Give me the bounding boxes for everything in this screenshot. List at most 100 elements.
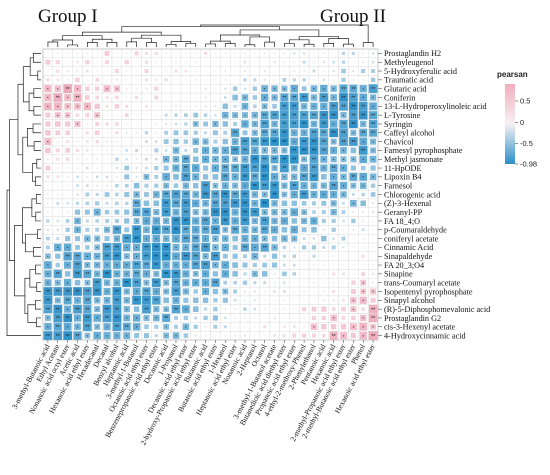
heatmap-cell (96, 70, 98, 72)
heatmap-cell (123, 253, 130, 260)
row-label: Isopentenyl pyrophosphate (384, 287, 473, 296)
heatmap-cell (213, 306, 218, 312)
significance-mark: * (47, 87, 49, 92)
heatmap-cell (260, 155, 269, 164)
heatmap-cell (56, 69, 60, 73)
heatmap-cell (282, 245, 287, 250)
heatmap-cell (349, 172, 358, 181)
significance-mark: * (274, 246, 276, 251)
heatmap-cell (115, 183, 119, 188)
heatmap-cell (66, 52, 69, 55)
heatmap-cell (240, 137, 250, 146)
significance-mark: ** (243, 140, 247, 146)
row-label: (R)-5-Diphosphomevalonic acid (384, 305, 490, 314)
heatmap-cell (84, 209, 90, 215)
column-dendrogram (47, 24, 374, 47)
heatmap-cell (64, 305, 72, 313)
significance-mark: * (224, 228, 226, 233)
significance-mark: * (224, 237, 226, 242)
heatmap-cell (143, 173, 150, 180)
legend-tick-label: -0.98 (520, 160, 537, 169)
heatmap-cell (263, 52, 266, 55)
significance-mark: * (362, 87, 364, 92)
heatmap-cell (96, 149, 98, 152)
heatmap-cell (116, 176, 118, 178)
heatmap-cell (163, 323, 170, 330)
heatmap-cell (65, 148, 70, 153)
heatmap-cell (85, 69, 89, 73)
heatmap-cell (221, 182, 229, 190)
significance-mark: ** (292, 113, 296, 119)
significance-mark: * (293, 166, 295, 171)
significance-mark: * (333, 210, 335, 215)
heatmap-cell (330, 94, 337, 101)
heatmap-cell (350, 289, 356, 294)
heatmap-cell (74, 120, 81, 127)
significance-mark: * (57, 281, 59, 286)
heatmap-cell (163, 279, 170, 286)
dendrogram-branch (25, 233, 38, 253)
heatmap-cell (63, 252, 72, 261)
heatmap-cell (241, 94, 249, 101)
heatmap-cell (240, 190, 250, 199)
heatmap-cell (66, 78, 69, 81)
heatmap-cell (271, 208, 278, 216)
heatmap-cell (281, 191, 288, 198)
significance-mark: ** (85, 290, 89, 296)
significance-mark: ** (115, 254, 119, 260)
significance-mark: * (106, 299, 108, 304)
heatmap-cell (280, 93, 289, 102)
significance-mark: * (155, 307, 157, 312)
heatmap-cell (301, 86, 307, 92)
significance-mark: ** (46, 334, 50, 340)
heatmap-cell (349, 323, 357, 331)
heatmap-cell (171, 278, 181, 287)
heatmap-cell (162, 235, 170, 242)
heatmap-cell (211, 251, 220, 261)
significance-mark: * (205, 157, 207, 162)
heatmap-cell (273, 61, 276, 64)
heatmap-cell (125, 201, 129, 206)
heatmap-cell (113, 279, 121, 287)
heatmap-cell (84, 332, 91, 339)
heatmap-cell (321, 210, 326, 215)
heatmap-cell (312, 237, 316, 240)
heatmap-cell (85, 227, 90, 232)
significance-mark: ** (263, 228, 267, 234)
heatmap-cell (155, 70, 158, 72)
heatmap-cell (155, 114, 158, 116)
heatmap-cell (56, 193, 59, 196)
heatmap-cell (95, 219, 99, 223)
significance-mark: ** (273, 113, 277, 119)
heatmap-cell (204, 87, 207, 90)
heatmap-cell (73, 314, 82, 322)
significance-mark: * (264, 210, 266, 215)
significance-mark: ** (85, 299, 89, 305)
heatmap-cell (280, 154, 289, 164)
dendrogram-branch (33, 105, 41, 116)
significance-mark: ** (263, 122, 267, 128)
heatmap-cell (191, 260, 200, 270)
heatmap-cell (106, 114, 108, 116)
heatmap-cell (145, 166, 148, 170)
heatmap-cell (251, 217, 259, 225)
heatmap-cell (143, 200, 150, 207)
heatmap-cell (359, 182, 367, 189)
heatmap-cell (341, 210, 346, 215)
significance-mark: ** (75, 290, 79, 296)
significance-mark: ** (56, 325, 60, 331)
heatmap-cell (261, 235, 268, 242)
heatmap-cell (181, 251, 191, 261)
heatmap-cell (83, 269, 92, 278)
heatmap-cell (132, 199, 141, 208)
significance-mark: ** (263, 219, 267, 225)
significance-mark: * (244, 96, 246, 101)
significance-mark: ** (164, 246, 168, 252)
heatmap-cell (96, 52, 98, 55)
significance-mark: ** (233, 202, 237, 208)
heatmap-cell (135, 167, 138, 170)
significance-mark: ** (164, 193, 168, 199)
heatmap-cell (291, 235, 298, 242)
heatmap-cell (123, 243, 131, 252)
significance-mark: ** (184, 210, 188, 216)
